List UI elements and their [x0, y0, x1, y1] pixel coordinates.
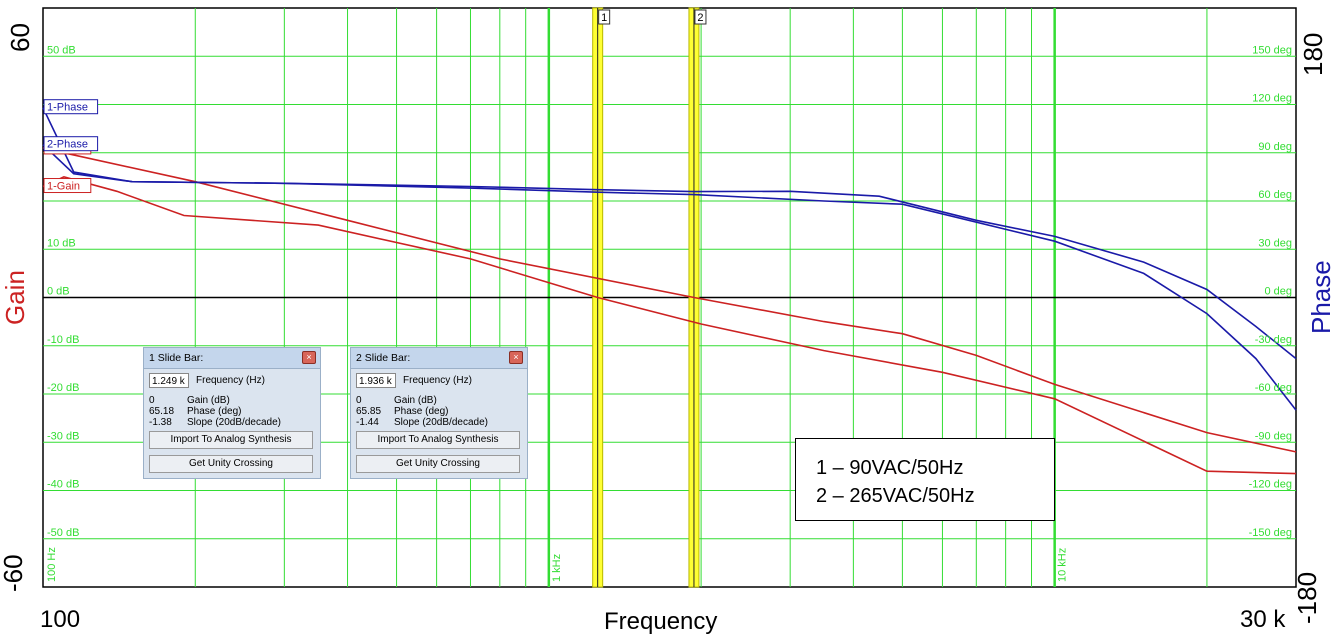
condition-legend: 1 – 90VAC/50Hz 2 – 265VAC/50Hz	[795, 438, 1055, 521]
slope-row: -1.38 Slope (20dB/decade)	[149, 417, 281, 428]
y-left-max-label: 60	[5, 23, 35, 52]
series-tag-label: 2-Phase	[47, 139, 88, 151]
gain-tick-label: -40 dB	[47, 479, 79, 491]
phase-tick-label: 120 deg	[1252, 93, 1292, 105]
phase-tick-label: 60 deg	[1258, 189, 1292, 201]
x-axis-title: Frequency	[604, 608, 718, 635]
decade-label: 10 kHz	[1057, 548, 1069, 582]
frequency-label: Frequency (Hz)	[196, 375, 265, 386]
phase-label: Phase (deg)	[187, 406, 242, 417]
series-line-2-gain	[42, 147, 1297, 453]
decade-label: 1 kHz	[551, 554, 563, 582]
get-unity-crossing-button[interactable]: Get Unity Crossing	[149, 455, 313, 473]
slide-bar-titlebar[interactable]: 2 Slide Bar: ×	[351, 348, 527, 369]
series-tag-1-gain: 1-Gain	[43, 178, 92, 194]
legend-line-2: 2 – 265VAC/50Hz	[816, 485, 975, 507]
gain-label: Gain (dB)	[394, 395, 437, 406]
get-unity-crossing-button[interactable]: Get Unity Crossing	[356, 455, 520, 473]
gain-tick-label: 0 dB	[47, 286, 70, 298]
series-tag-2-phase: 2-Phase	[43, 136, 99, 152]
phase-tick-label: 150 deg	[1252, 44, 1292, 56]
y-left-min-label: -60	[0, 554, 28, 592]
cursor-tag	[694, 9, 707, 25]
frequency-input[interactable]: 1.249 k	[149, 373, 189, 388]
gain-row: 0 Gain (dB)	[149, 395, 230, 406]
phase-tick-label: -150 deg	[1249, 527, 1292, 539]
phase-tick-label: 30 deg	[1258, 237, 1292, 249]
phase-value: 65.85	[356, 406, 382, 417]
slide-bar-title: 1 Slide Bar:	[149, 352, 204, 364]
y-right-min-label: -180	[1292, 571, 1322, 624]
series-line-1-gain	[42, 176, 1297, 475]
series-tag-box	[43, 178, 92, 194]
import-to-analog-synthesis-button[interactable]: Import To Analog Synthesis	[356, 431, 520, 449]
y-right-max-label: 180	[1298, 32, 1328, 76]
cursor-label: 1	[601, 12, 607, 24]
y-right-axis-title: Phase	[1306, 260, 1336, 334]
phase-row: 65.18 Phase (deg)	[149, 406, 241, 417]
x-min-label: 100	[40, 606, 81, 633]
phase-label: Phase (deg)	[394, 406, 449, 417]
phase-tick-label: 0 deg	[1264, 286, 1292, 298]
slope-label: Slope (20dB/decade)	[187, 417, 281, 428]
phase-tick-label: -30 deg	[1255, 334, 1292, 346]
phase-tick-label: -90 deg	[1255, 430, 1292, 442]
frequency-label: Frequency (Hz)	[403, 375, 472, 386]
phase-tick-label: -60 deg	[1255, 382, 1292, 394]
cursor-tag	[598, 9, 611, 25]
legend-line-1: 1 – 90VAC/50Hz	[816, 457, 964, 479]
gain-row: 0 Gain (dB)	[356, 395, 437, 406]
import-to-analog-synthesis-button[interactable]: Import To Analog Synthesis	[149, 431, 313, 449]
gain-value: 0	[149, 395, 155, 406]
close-icon[interactable]: ×	[302, 351, 316, 364]
slide-bar-titlebar[interactable]: 1 Slide Bar: ×	[144, 348, 320, 369]
gain-tick-label: 10 dB	[47, 237, 76, 249]
y-left-axis-title: Gain	[0, 270, 30, 325]
frequency-input[interactable]: 1.936 k	[356, 373, 396, 388]
phase-value: 65.18	[149, 406, 175, 417]
gain-tick-label: -30 dB	[47, 430, 79, 442]
gain-tick-label: -10 dB	[47, 334, 79, 346]
close-icon[interactable]: ×	[509, 351, 523, 364]
gain-label: Gain (dB)	[187, 395, 230, 406]
phase-tick-label: 90 deg	[1258, 141, 1292, 153]
phase-row: 65.85 Phase (deg)	[356, 406, 448, 417]
slide-bar-panel-2[interactable]: 2 Slide Bar: × 1.936 k Frequency (Hz) 0 G…	[350, 347, 528, 479]
slope-value: -1.38	[149, 417, 172, 428]
series-tag-box	[43, 99, 99, 115]
slope-row: -1.44 Slope (20dB/decade)	[356, 417, 488, 428]
gain-tick-label: 50 dB	[47, 44, 76, 56]
gain-tick-label: -50 dB	[47, 527, 79, 539]
series-line-2-phase	[42, 144, 1297, 360]
series-tag-1-phase: 1-Phase	[43, 99, 99, 115]
slide-bar-title: 2 Slide Bar:	[356, 352, 411, 364]
cursor-label: 2	[697, 12, 703, 24]
x-max-label: 30 k	[1240, 606, 1286, 633]
series-tag-label: 1-Phase	[47, 102, 88, 114]
series-tag-box	[43, 136, 99, 152]
phase-tick-label: -120 deg	[1249, 479, 1292, 491]
slope-label: Slope (20dB/decade)	[394, 417, 488, 428]
gain-tick-label: -20 dB	[47, 382, 79, 394]
gain-value: 0	[356, 395, 362, 406]
slope-value: -1.44	[356, 417, 379, 428]
decade-label: 100 Hz	[46, 547, 58, 582]
series-tag-label: 1-Gain	[47, 181, 80, 193]
slide-bar-panel-1[interactable]: 1 Slide Bar: × 1.249 k Frequency (Hz) 0 G…	[143, 347, 321, 479]
